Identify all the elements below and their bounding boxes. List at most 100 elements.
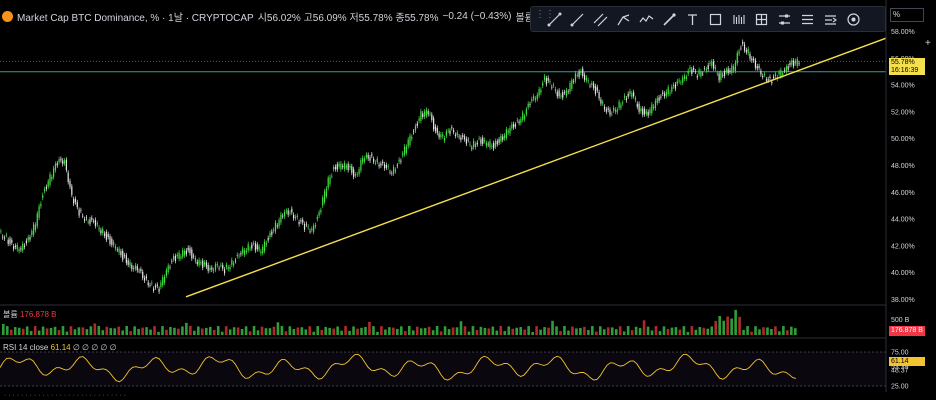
y-axis[interactable]: 58.00%56.00%54.00%52.00%50.00%48.00%46.0…: [891, 29, 915, 391]
settings-circle-icon[interactable]: [842, 8, 865, 30]
volume-bar: [519, 327, 522, 335]
volume-bar: [276, 322, 280, 335]
scale-percent-toggle[interactable]: %: [890, 8, 924, 22]
candle-body: [460, 137, 462, 141]
candle-body: [583, 74, 586, 80]
volume-bar: [782, 326, 785, 335]
candle-body: [145, 276, 147, 279]
candle-body: [429, 113, 431, 115]
candle-body: [636, 103, 638, 107]
candle-body: [663, 93, 666, 97]
candle-body: [113, 242, 115, 245]
candle-body: [751, 58, 753, 61]
candle-body: [425, 109, 427, 116]
volume-bar: [471, 326, 475, 335]
candle-body: [243, 250, 246, 255]
volume-bar: [348, 330, 351, 335]
legend-title[interactable]: Market Cap BTC Dominance, % · 1날 · CRYPT…: [17, 13, 254, 24]
volume-label[interactable]: 볼륨: [3, 310, 18, 319]
text-icon[interactable]: [681, 8, 704, 30]
volume-bar: [403, 331, 407, 335]
candle-body: [396, 165, 398, 166]
candle-body: [36, 213, 38, 227]
volume-bar: [17, 327, 21, 335]
add-plus-icon[interactable]: +: [925, 38, 931, 49]
candle-body: [33, 224, 35, 235]
volume-bar: [41, 326, 45, 335]
candle-body: [247, 244, 249, 251]
candle-body: [151, 282, 153, 284]
rsi-label[interactable]: RSI 14 close: [3, 343, 49, 352]
candle-body: [376, 158, 378, 162]
candle-body: [698, 69, 700, 75]
candle-body: [91, 217, 93, 220]
parallel-channel-icon[interactable]: [589, 8, 612, 30]
trend-line[interactable]: [185, 37, 887, 298]
volume-bar: [360, 327, 363, 335]
candle-body: [545, 78, 547, 85]
rectangle-icon[interactable]: [704, 8, 727, 30]
candle-body: [193, 255, 195, 257]
candle-body: [742, 41, 744, 44]
candle-body: [558, 90, 560, 97]
candle-body: [791, 60, 793, 65]
rsi-pane: [0, 351, 886, 387]
volume-bar: [443, 326, 447, 335]
candle-body: [138, 270, 140, 272]
volume-bar: [308, 326, 312, 335]
volume-bar: [356, 328, 359, 335]
brush-icon[interactable]: [635, 8, 658, 30]
candle-body: [485, 143, 487, 146]
volume-bar: [380, 326, 383, 335]
trend-line-icon[interactable]: [543, 8, 566, 30]
candle-body: [394, 169, 397, 172]
candle-body: [609, 109, 611, 115]
grid-icon[interactable]: [750, 8, 773, 30]
candle-body: [353, 169, 355, 177]
candle-body: [154, 285, 157, 288]
list-icon[interactable]: [796, 8, 819, 30]
horizontal-lines-icon[interactable]: [819, 8, 842, 30]
candle-body: [427, 111, 429, 115]
rsi-band: [0, 352, 886, 386]
candle-body: [407, 139, 409, 147]
candle-body: [680, 82, 682, 84]
legend-change: −0.24 (−0.43%): [442, 11, 512, 22]
volume-bar: [642, 320, 646, 335]
ray-icon[interactable]: [566, 8, 589, 30]
candle-body: [474, 143, 477, 148]
pitchfork-icon[interactable]: [612, 8, 635, 30]
volume-bar: [268, 328, 272, 335]
candle-body: [674, 84, 677, 89]
volume-bar: [260, 326, 264, 335]
candle-body: [374, 162, 377, 164]
volume-bar: [204, 327, 208, 335]
candle-body: [420, 111, 422, 121]
candle-body: [309, 230, 311, 232]
candle-body: [158, 288, 160, 292]
volume-bar: [618, 326, 622, 335]
volume-bar: [790, 326, 793, 335]
candle-body: [454, 134, 457, 136]
volume-bar: [2, 324, 5, 335]
pen-icon[interactable]: [658, 8, 681, 30]
volume-bar: [252, 326, 256, 335]
candle-body: [783, 69, 786, 71]
volume-axis-tick: 500 B: [891, 317, 910, 324]
sliders-icon[interactable]: [773, 8, 796, 30]
candle-body: [258, 246, 260, 250]
volume-bar: [507, 326, 511, 335]
volume-bar: [29, 331, 33, 335]
candle-body: [22, 243, 24, 251]
volume-bar: [224, 326, 228, 335]
drag-handle-icon[interactable]: ⋮⋮: [535, 9, 555, 20]
candle-body: [385, 164, 387, 168]
candle-body: [205, 262, 207, 267]
candle-body: [80, 210, 82, 211]
volume-bar: [129, 331, 132, 335]
volume-bar: [65, 331, 69, 335]
candle-body: [71, 186, 73, 195]
barcode-icon[interactable]: [727, 8, 750, 30]
candle-body: [536, 94, 538, 100]
